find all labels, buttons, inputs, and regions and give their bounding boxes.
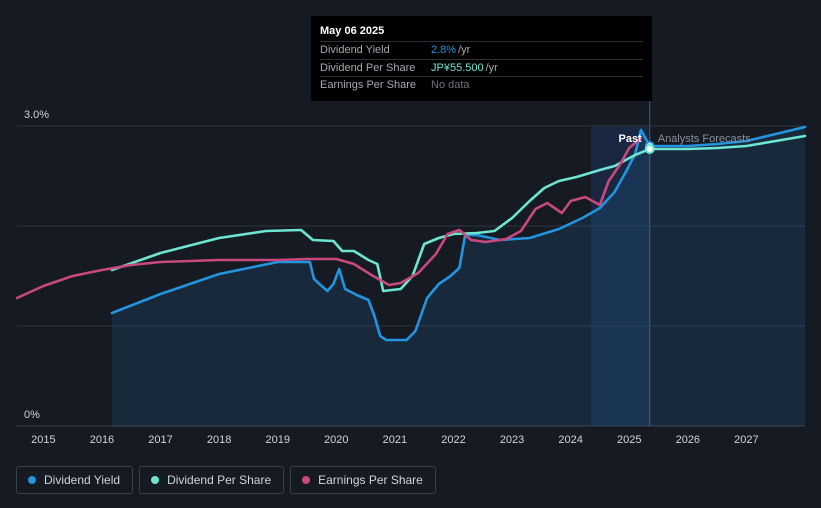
x-tick-label: 2018 bbox=[207, 434, 231, 446]
dividend-yield-area bbox=[111, 127, 805, 426]
forecast-band bbox=[591, 126, 650, 426]
dividend-per-share-dot-icon bbox=[151, 476, 160, 484]
dividend-yield-dot-icon bbox=[28, 476, 36, 484]
legend-label: Dividend Per Share bbox=[167, 473, 272, 487]
y-tick-label-top: 3.0% bbox=[24, 109, 49, 121]
legend-item-earnings-per-share[interactable]: Earnings Per Share bbox=[290, 466, 436, 494]
legend-label: Dividend Yield bbox=[44, 473, 121, 487]
y-tick-label-bottom: 0% bbox=[24, 409, 40, 421]
tooltip-label: Dividend Yield bbox=[320, 44, 390, 56]
chart-legend: Dividend Yield Dividend Per Share Earnin… bbox=[16, 466, 436, 494]
legend-label: Earnings Per Share bbox=[318, 473, 423, 487]
tooltip-row-dividend-per-share: Dividend Per Share JP¥55.500 /yr bbox=[320, 58, 643, 77]
tooltip-date: May 06 2025 bbox=[320, 25, 385, 37]
tooltip-label: Dividend Per Share bbox=[320, 61, 416, 74]
x-tick-label: 2019 bbox=[265, 434, 289, 446]
dividend-per-share-line bbox=[110, 134, 807, 293]
x-tick-label: 2015 bbox=[31, 434, 55, 446]
tooltip-value: 2.8% bbox=[431, 44, 457, 56]
dividend-per-share-marker bbox=[644, 144, 655, 154]
tooltip-unit: /yr bbox=[458, 44, 471, 56]
x-tick-label: 2017 bbox=[148, 434, 172, 446]
past-label: Past bbox=[618, 133, 642, 145]
x-tick-label: 2016 bbox=[90, 434, 114, 446]
x-tick-label: 2026 bbox=[676, 434, 700, 446]
tooltip-label: Earnings Per Share bbox=[320, 79, 416, 91]
earnings-per-share-dot-icon bbox=[302, 476, 311, 484]
earnings-per-share-line bbox=[15, 136, 643, 300]
x-tick-label: 2023 bbox=[500, 434, 524, 446]
x-tick-label: 2025 bbox=[617, 434, 641, 446]
legend-item-dividend-yield[interactable]: Dividend Yield bbox=[16, 466, 134, 494]
x-tick-label: 2020 bbox=[324, 434, 348, 446]
legend-item-dividend-per-share[interactable]: Dividend Per Share bbox=[139, 466, 285, 494]
hover-tooltip: May 06 2025 Dividend Yield 2.8% /yr Divi… bbox=[311, 16, 652, 101]
tooltip-value: JP¥55.500 bbox=[431, 61, 484, 74]
x-tick-label: 2027 bbox=[734, 434, 758, 446]
tooltip-row-dividend-yield: Dividend Yield 2.8% /yr bbox=[320, 41, 643, 59]
x-tick-label: 2024 bbox=[558, 434, 582, 446]
tooltip-row-earnings-per-share: Earnings Per Share No data bbox=[320, 76, 643, 94]
x-tick-label: 2022 bbox=[441, 434, 465, 446]
x-tick-label: 2021 bbox=[383, 434, 407, 446]
tooltip-unit: /yr bbox=[485, 61, 498, 74]
tooltip-value: No data bbox=[431, 79, 470, 91]
forecast-label: Analysts Forecasts bbox=[658, 133, 751, 145]
